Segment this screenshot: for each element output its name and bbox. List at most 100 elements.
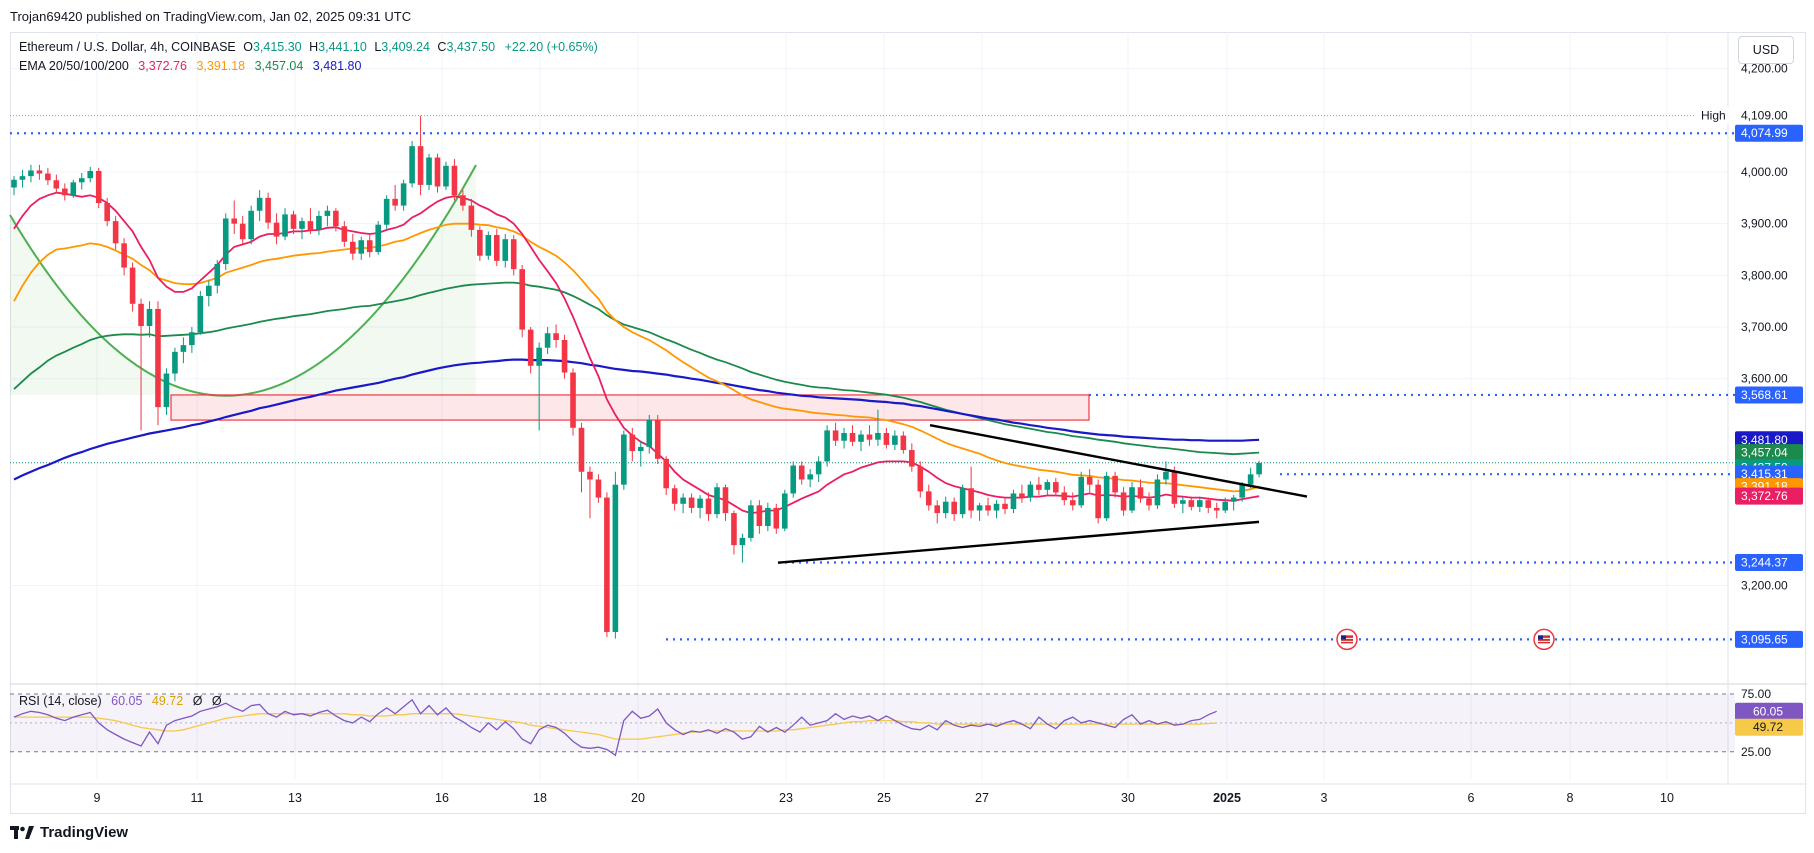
candle-body (1230, 497, 1237, 502)
candle (366, 234, 373, 258)
candle (87, 166, 94, 183)
candle (256, 190, 263, 222)
candle-body (19, 176, 26, 180)
candle (1146, 492, 1152, 511)
high-label: H (309, 40, 319, 54)
candle-body (256, 197, 263, 211)
candle-body (146, 308, 153, 327)
candle (485, 231, 492, 260)
candle (1103, 471, 1110, 521)
ema100-line (13, 281, 1260, 456)
x-tick-label: 18 (533, 791, 547, 805)
candle-body (1112, 475, 1118, 493)
candle-body (426, 157, 432, 185)
price-label: 4,074.99 (1735, 124, 1803, 142)
candle-body (460, 195, 466, 206)
ema-legend[interactable]: EMA 20/50/100/200 3,372.76 3,391.18 3,45… (19, 59, 361, 73)
rsi-layer (10, 693, 1735, 757)
x-tick-label: 13 (288, 791, 302, 805)
candle-body (536, 347, 542, 366)
rsi-label-value: 49.72 (1753, 720, 1783, 734)
candle-body (28, 170, 34, 177)
symbol-legend[interactable]: Ethereum / U.S. Dollar, 4h, COINBASE O3,… (19, 40, 598, 54)
candle-body (519, 269, 525, 330)
candle-body (1103, 475, 1110, 519)
candle-body (722, 487, 729, 514)
candle (375, 221, 382, 255)
candle-layer (11, 115, 1262, 639)
candle-body (739, 537, 746, 546)
candle-body (36, 170, 43, 174)
price-label: 3,457.04 (1735, 444, 1803, 462)
trendline-layer (777, 424, 1308, 564)
candle (951, 497, 957, 521)
candle (493, 228, 500, 267)
candle-body (1163, 471, 1169, 480)
candle-body (883, 432, 890, 445)
candle (1129, 482, 1135, 514)
candle-body (121, 243, 127, 268)
candle (1010, 489, 1017, 514)
high-value: 3,441.10 (318, 40, 367, 54)
price-label: 3,372.76 (1735, 487, 1803, 505)
candle-body (53, 180, 60, 189)
rsi-ma-last-label: 49.72 (1735, 718, 1803, 736)
price-label-bg (1735, 487, 1803, 505)
candle (307, 208, 314, 235)
price-label-value: 4,109.00 (1741, 109, 1788, 123)
currency-button[interactable]: USD (1738, 36, 1794, 64)
candle-body (375, 224, 382, 253)
candle-body (561, 339, 568, 373)
candle (1163, 461, 1169, 485)
candle-body (1171, 471, 1178, 504)
candle-body (815, 461, 822, 475)
candle (197, 290, 204, 335)
candle-body (265, 197, 271, 223)
candle-body (612, 484, 619, 632)
candle-body (731, 513, 737, 546)
candle (773, 503, 780, 534)
candle (163, 368, 170, 415)
candle-body (1146, 498, 1152, 506)
candle-body (1222, 501, 1229, 511)
candle (443, 161, 449, 191)
candle (561, 334, 568, 379)
candle (976, 502, 983, 521)
candle (129, 262, 136, 312)
candle-body (637, 446, 644, 452)
price-label-value: 3,457.04 (1741, 446, 1788, 460)
tradingview-logo[interactable]: TradingView (10, 824, 128, 841)
candle (434, 153, 441, 193)
price-label-value: 3,244.37 (1741, 556, 1788, 570)
rsi-line (13, 698, 1217, 757)
candle-body (646, 420, 653, 447)
candle-body (697, 498, 703, 508)
candle-body (942, 501, 949, 514)
candle-body (1188, 500, 1195, 507)
candle (426, 153, 432, 191)
rsi-legend[interactable]: RSI (14, close) 60.05 49.72 Ø Ø (19, 694, 222, 708)
candle (70, 179, 77, 198)
price-label-value: 3,481.80 (1741, 433, 1788, 447)
cup-fill (10, 165, 476, 396)
candle (155, 301, 161, 426)
low-label: L (374, 40, 382, 54)
candle-body (1213, 507, 1220, 511)
candle (341, 221, 348, 247)
candle-body (316, 215, 322, 230)
candle (790, 461, 797, 498)
rsi-extra-1: Ø (192, 694, 203, 708)
candle-body (510, 239, 517, 270)
open-label: O (243, 40, 253, 54)
candle (654, 414, 661, 464)
candle (214, 259, 221, 294)
ema200-line (13, 358, 1260, 481)
candle-body (976, 505, 983, 511)
candle-body (748, 505, 754, 538)
y-tick-label: 3,700.00 (1741, 320, 1788, 334)
candle-body (112, 221, 119, 244)
y-tick-label: 3,900.00 (1741, 217, 1788, 231)
rsi-label-bg (1735, 718, 1803, 736)
candle (697, 495, 703, 519)
